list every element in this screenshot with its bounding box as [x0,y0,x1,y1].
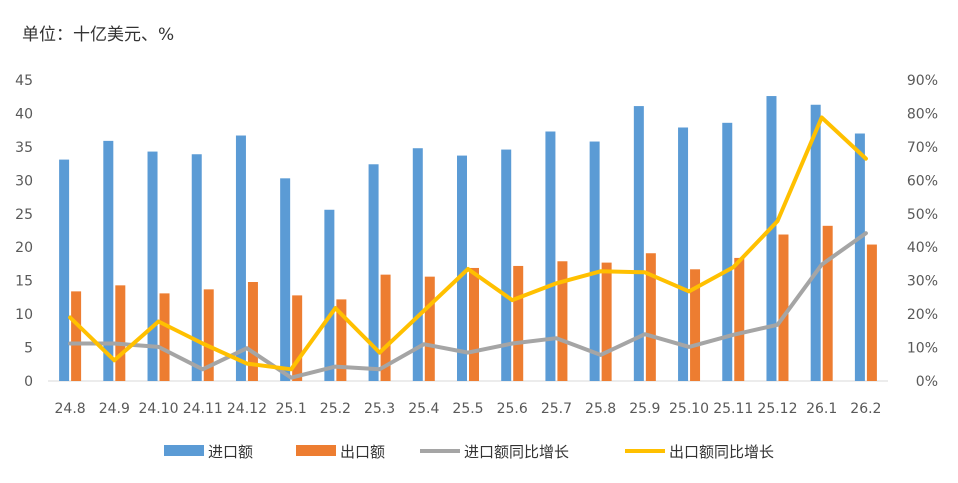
bar-import [545,131,556,381]
unit-label: 单位：十亿美元、% [22,25,175,45]
x-tick-label: 25.8 [585,401,616,417]
x-tick-label: 24.8 [55,401,86,417]
bar-export [822,225,833,381]
y-left-tick: 40 [15,106,33,122]
x-tick-label: 25.11 [713,401,753,417]
bar-import [59,159,70,381]
legend-label: 出口额同比增长 [669,443,774,461]
bar-import [589,141,600,381]
y-right-tick: 20% [907,307,938,323]
bar-import [722,122,733,381]
y-right-tick: 40% [907,240,938,256]
y-left-tick: 25 [15,207,33,223]
x-tick-label: 26.2 [850,401,881,417]
x-tick-label: 24.10 [138,401,178,417]
y-left-tick: 15 [15,274,33,290]
x-tick-label: 24.11 [183,401,223,417]
y-right-tick: 30% [907,274,938,290]
bar-export [645,253,656,381]
line-import-growth [68,231,868,380]
bar-import [103,140,114,381]
bar-export [424,276,435,381]
bar-export [336,299,347,381]
bar-export [159,293,170,381]
bar-export [690,269,701,381]
y-right-tick: 80% [907,106,938,122]
bar-export [115,285,126,381]
bar-export [601,262,612,381]
bar-import [854,133,865,381]
x-tick-label: 24.9 [99,401,130,417]
bar-export [469,267,479,381]
bars [59,96,877,381]
bar-export [866,244,877,381]
bar-import [766,96,777,381]
line-export-growth [68,115,868,372]
legend: 进口额 出口额 进口额同比增长 出口额同比增长 [164,443,774,461]
y-left-tick: 0 [24,374,33,390]
legend-label: 出口额 [340,443,385,461]
bar-import [235,135,246,381]
x-tick-label: 25.9 [629,401,660,417]
bar-import [147,151,158,381]
x-tick-label: 25.6 [497,401,528,417]
y-right-tick: 10% [907,341,938,357]
y-left-tick: 10 [15,307,33,323]
bar-import [501,149,512,381]
bar-import [324,209,335,381]
bar-export [292,295,303,381]
bar-export [71,291,82,381]
x-tick-label: 26.1 [806,401,837,417]
legend-swatch [164,445,204,456]
bar-import [412,148,423,381]
lines [68,115,868,380]
y-right-tick: 0% [916,374,938,390]
bar-import [457,155,467,381]
bar-import [633,106,644,381]
x-tick-label: 25.10 [669,401,709,417]
bar-export [734,257,745,381]
y-right-tick: 90% [907,73,938,89]
y-right-tick: 50% [907,207,938,223]
bar-export [203,289,214,381]
bar-import [191,154,202,381]
y-left-tick: 45 [15,73,33,89]
x-tick-label: 25.4 [408,401,439,417]
bar-export [778,234,789,381]
bar-import [368,164,379,381]
y-left-tick: 5 [24,341,33,357]
x-tick-label: 25.7 [541,401,572,417]
bar-export [380,274,391,381]
axes: 0 5 10 15 20 25 30 35 40 45 0% 10% 20% 30% 40% 50% 60% 70… [15,73,938,417]
y-left-tick: 30 [15,173,33,189]
y-left-tick: 20 [15,240,33,256]
x-tick-label: 25.3 [364,401,395,417]
y-right-tick: 70% [907,140,938,156]
y-left-tick: 35 [15,140,33,156]
bar-import [678,127,689,381]
y-right-tick: 60% [907,173,938,189]
bar-import [280,178,291,381]
legend-label: 进口额 [208,443,253,461]
legend-label: 进口额同比增长 [464,443,569,461]
x-tick-label: 25.2 [320,401,351,417]
x-tick-label: 25.12 [757,401,797,417]
x-tick-label: 24.12 [227,401,267,417]
legend-swatch [296,445,336,456]
bar-export [557,261,568,381]
bar-export [247,282,258,381]
x-tick-label: 25.5 [452,401,483,417]
bar-export [513,265,524,381]
bar-import [810,104,821,381]
x-tick-label: 25.1 [276,401,307,417]
